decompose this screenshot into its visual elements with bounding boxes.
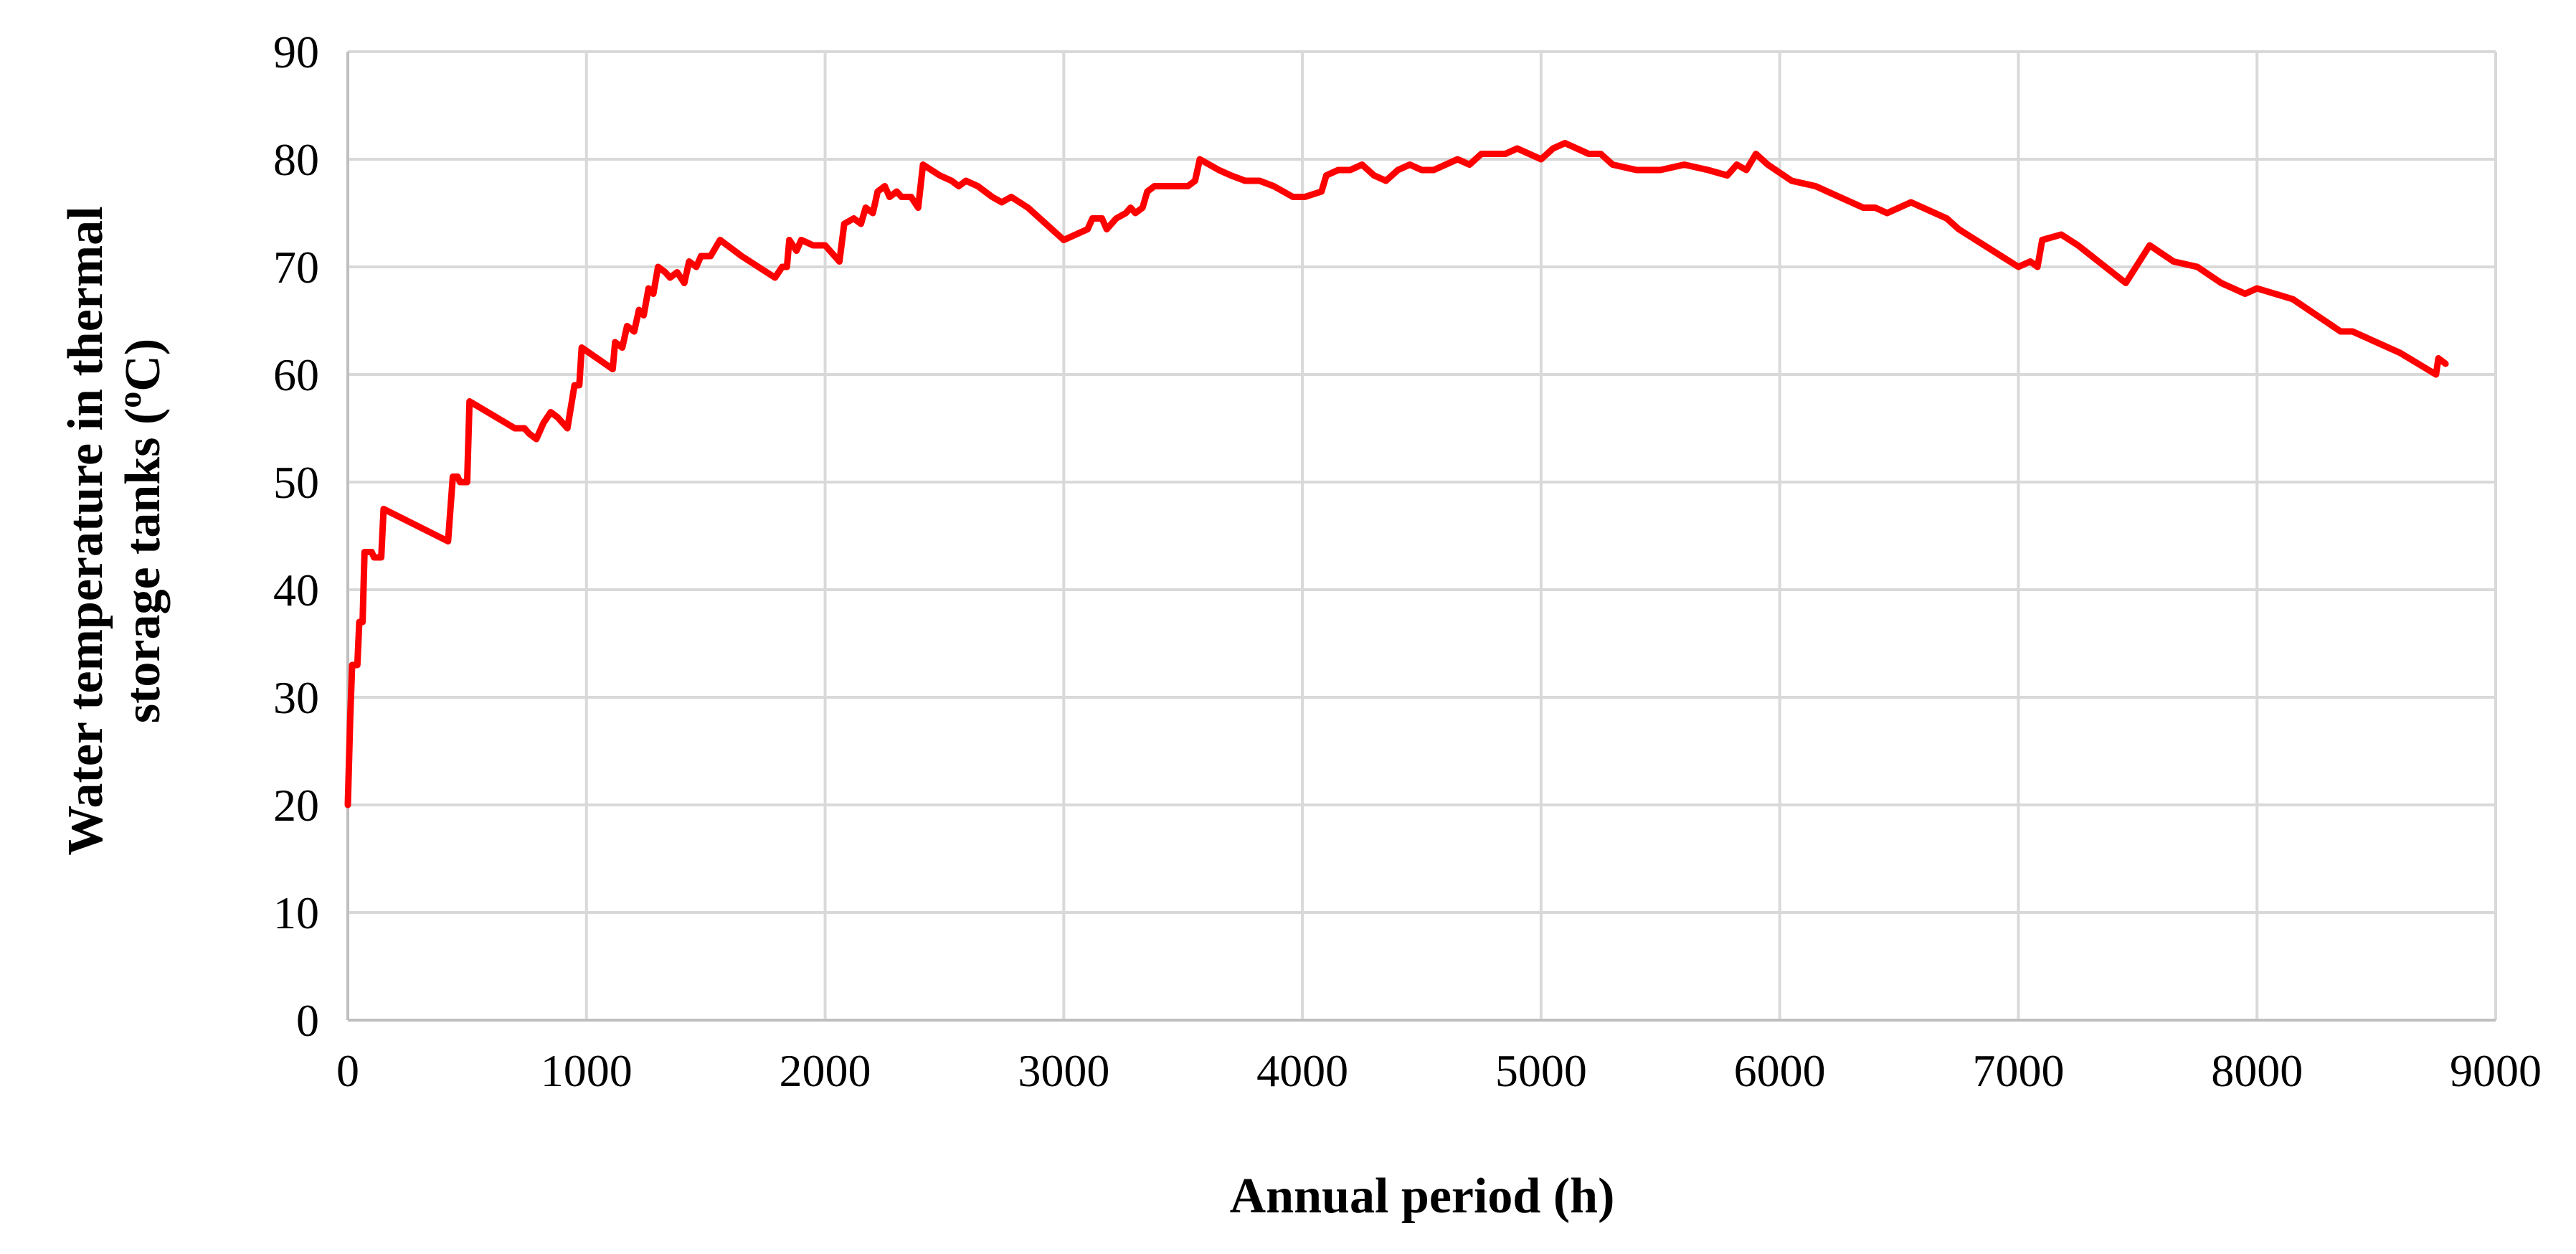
y-axis-title-superscript: o bbox=[111, 392, 148, 408]
x-axis-ticks: 0 1000 2000 3000 4000 5000 6000 7000 8000 9000 bbox=[336, 1045, 2542, 1096]
x-tick-label: 1000 bbox=[541, 1045, 633, 1096]
y-tick-label: 20 bbox=[273, 780, 319, 831]
y-axis-ticks: 0 10 20 30 40 50 60 70 80 90 bbox=[273, 27, 319, 1046]
y-tick-label: 90 bbox=[273, 27, 319, 77]
x-axis-title: Annual period (h) bbox=[1230, 1169, 1615, 1224]
x-tick-label: 9000 bbox=[2450, 1045, 2542, 1096]
x-tick-label: 2000 bbox=[780, 1045, 871, 1096]
gridlines bbox=[348, 50, 2497, 1020]
y-tick-label: 60 bbox=[273, 349, 319, 400]
y-tick-label: 50 bbox=[273, 457, 319, 508]
y-axis-title-unit: C) bbox=[115, 339, 171, 392]
x-tick-label: 0 bbox=[336, 1045, 359, 1096]
x-tick-label: 6000 bbox=[1734, 1045, 1826, 1096]
x-tick-label: 5000 bbox=[1495, 1045, 1587, 1096]
y-tick-label: 10 bbox=[273, 887, 319, 938]
x-tick-label: 8000 bbox=[2211, 1045, 2303, 1096]
series-layer bbox=[344, 140, 2449, 808]
y-tick-label: 30 bbox=[273, 672, 319, 723]
y-tick-label: 0 bbox=[296, 995, 319, 1046]
y-axis-title: Water temperature in thermal storage tan… bbox=[58, 206, 171, 855]
x-tick-label: 3000 bbox=[1018, 1045, 1109, 1096]
y-axis-title-line-2-text: storage tanks ( bbox=[115, 408, 171, 723]
series-line bbox=[344, 140, 2449, 808]
y-tick-label: 40 bbox=[273, 565, 319, 616]
y-tick-label: 70 bbox=[273, 242, 319, 293]
y-axis-title-line-2: storage tanks (oC) bbox=[111, 339, 171, 723]
x-tick-label: 4000 bbox=[1256, 1045, 1348, 1096]
x-tick-label: 7000 bbox=[1972, 1045, 2064, 1096]
axes bbox=[346, 52, 2496, 1022]
y-tick-label: 80 bbox=[273, 134, 319, 185]
y-axis-title-line-1: Water temperature in thermal bbox=[58, 206, 113, 855]
